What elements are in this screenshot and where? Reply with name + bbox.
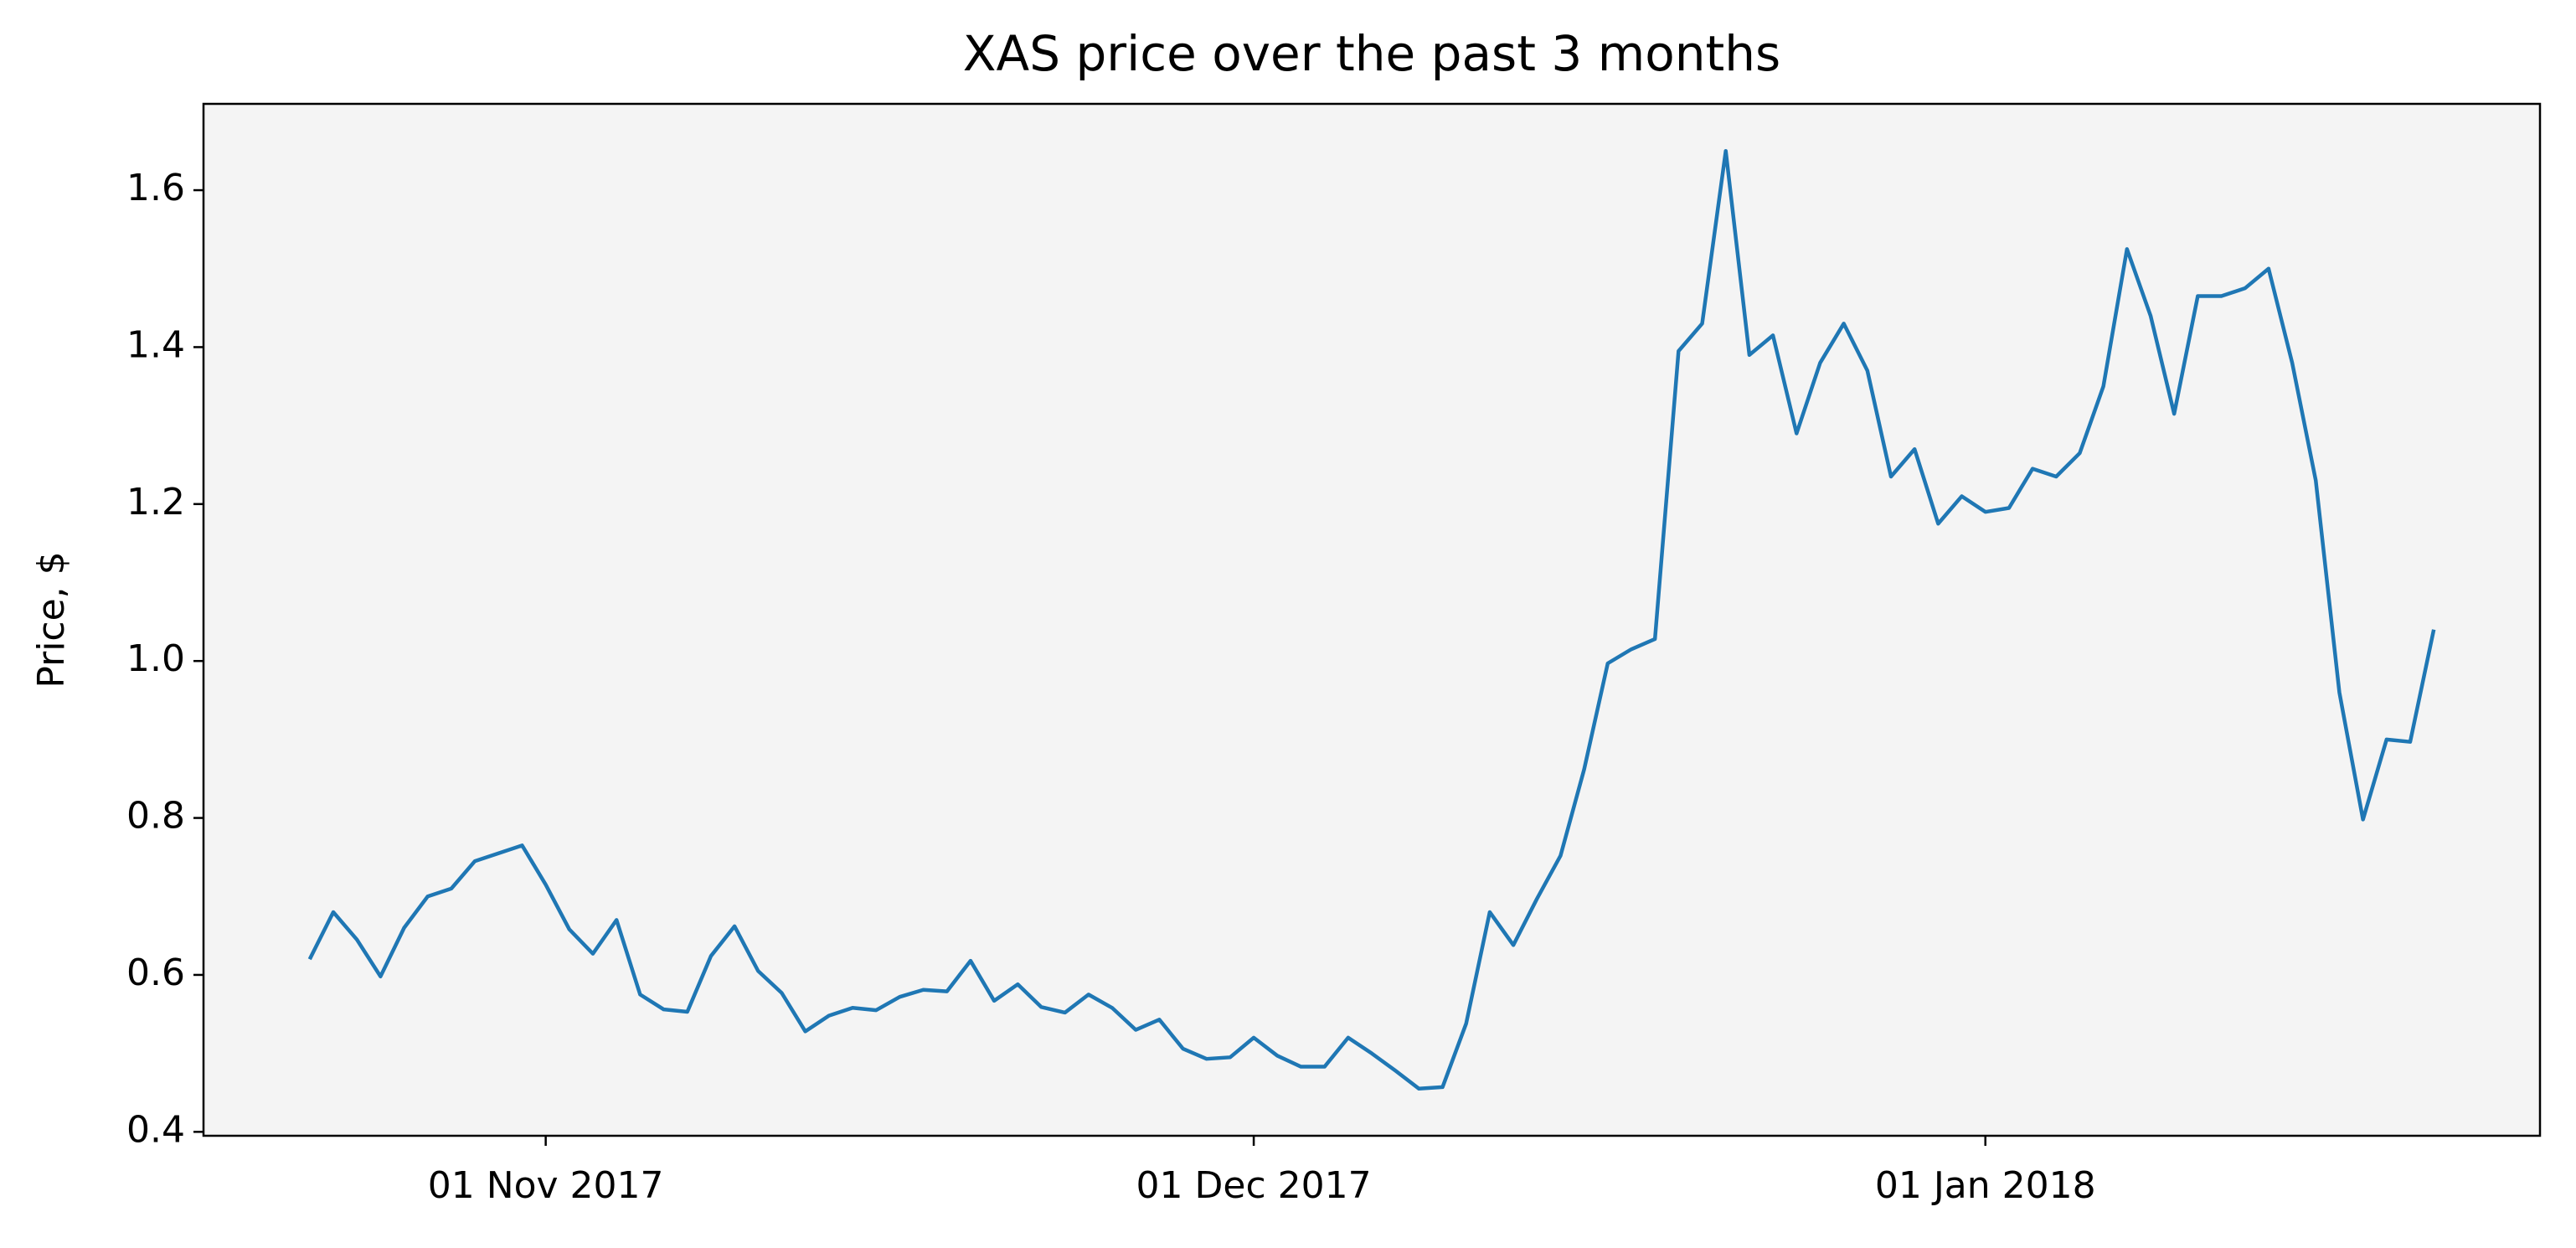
y-tick-label: 1.4 bbox=[126, 323, 185, 366]
y-tick-label: 1.6 bbox=[126, 167, 185, 209]
x-tick-label: 01 Nov 2017 bbox=[428, 1164, 664, 1207]
y-tick-label: 0.4 bbox=[126, 1108, 185, 1151]
price-line bbox=[307, 148, 2436, 1091]
x-tick-label: 01 Dec 2017 bbox=[1136, 1164, 1372, 1207]
y-tick-label: 0.6 bbox=[126, 951, 185, 994]
plot-frame bbox=[202, 102, 2542, 1137]
y-axis-label: Price, $ bbox=[30, 551, 73, 688]
chart-title: XAS price over the past 3 months bbox=[963, 25, 1780, 82]
plot-background bbox=[204, 104, 2540, 1136]
y-tick-label: 0.8 bbox=[126, 795, 185, 838]
y-tick-label: 1.2 bbox=[126, 481, 185, 523]
x-tick-label: 01 Jan 2018 bbox=[1875, 1164, 2096, 1207]
y-tick-label: 1.0 bbox=[126, 637, 185, 680]
